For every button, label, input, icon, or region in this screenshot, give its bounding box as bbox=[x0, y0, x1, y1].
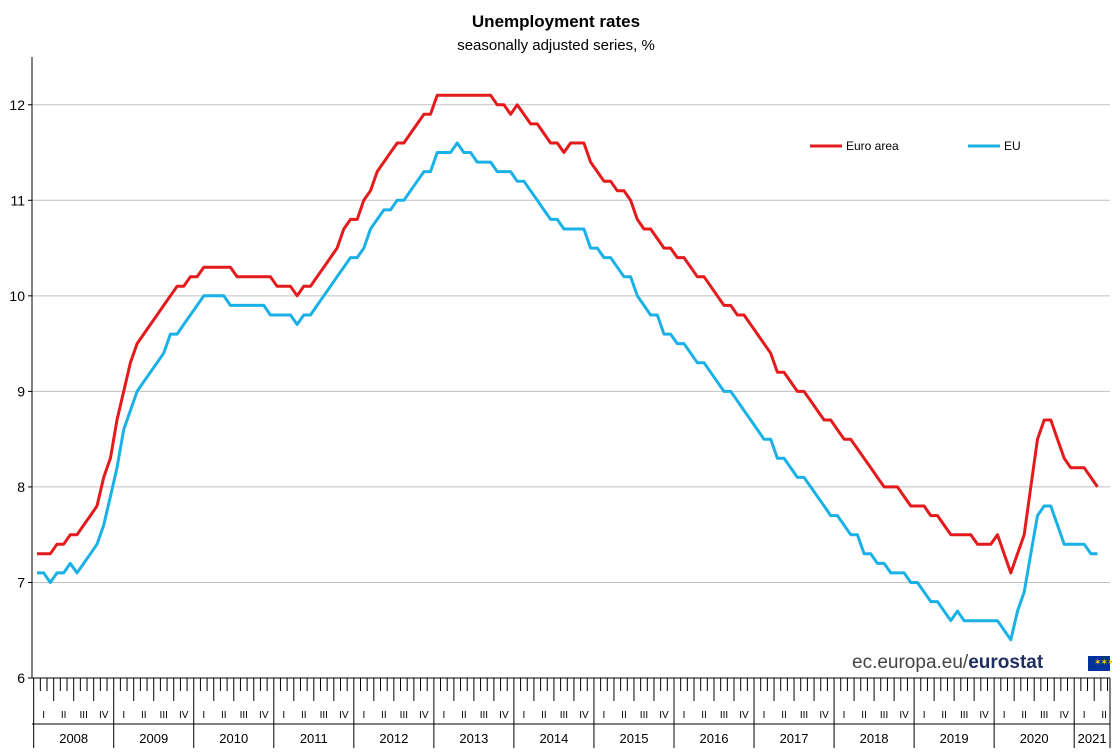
quarter-label: II bbox=[701, 710, 707, 721]
source-brand: eurostat bbox=[968, 652, 1044, 673]
y-axis: 6 7 8 9 10 11 12 bbox=[9, 57, 33, 686]
quarter-label: III bbox=[240, 710, 248, 721]
quarter-label: IV bbox=[739, 710, 749, 721]
quarter-label: III bbox=[160, 710, 168, 721]
quarter-label: III bbox=[560, 710, 568, 721]
quarter-label: I bbox=[1003, 710, 1006, 721]
series-lines bbox=[37, 93, 1099, 642]
quarter-label: IV bbox=[179, 710, 189, 721]
series-line-eu bbox=[37, 141, 1098, 642]
quarter-label: II bbox=[141, 710, 147, 721]
quarter-label: IV bbox=[499, 710, 509, 721]
quarter-label: IV bbox=[1059, 710, 1069, 721]
y-tick-label: 8 bbox=[17, 479, 25, 495]
quarter-label: IV bbox=[339, 710, 349, 721]
eu-flag-icon: ✶✶✶ bbox=[1088, 656, 1112, 671]
quarter-label: I bbox=[1083, 710, 1086, 721]
y-tick-label: 11 bbox=[10, 192, 25, 208]
quarter-label: III bbox=[1040, 710, 1048, 721]
quarter-label: II bbox=[941, 710, 947, 721]
quarter-label: II bbox=[781, 710, 787, 721]
quarter-label: I bbox=[683, 710, 686, 721]
y-tick-label: 10 bbox=[9, 288, 25, 304]
quarter-label: II bbox=[861, 710, 867, 721]
quarter-label: II bbox=[621, 710, 627, 721]
quarter-label: III bbox=[880, 710, 888, 721]
quarter-label: II bbox=[221, 710, 227, 721]
quarter-label: IV bbox=[99, 710, 109, 721]
quarter-label: II bbox=[461, 710, 467, 721]
quarter-label: IV bbox=[899, 710, 909, 721]
quarter-label: I bbox=[763, 710, 766, 721]
year-label: 2018 bbox=[860, 731, 889, 746]
chart-title: Unemployment rates bbox=[471, 12, 641, 31]
year-label: 2021 bbox=[1078, 731, 1107, 746]
quarter-label: II bbox=[541, 710, 547, 721]
quarter-label: I bbox=[843, 710, 846, 721]
year-label: 2011 bbox=[300, 731, 328, 746]
y-tick-label: 9 bbox=[17, 383, 25, 399]
year-label: 2016 bbox=[700, 731, 729, 746]
quarter-label: II bbox=[301, 710, 307, 721]
quarter-label: IV bbox=[579, 710, 589, 721]
quarter-label: IV bbox=[259, 710, 269, 721]
year-label: 2009 bbox=[139, 731, 168, 746]
quarter-label: III bbox=[480, 710, 488, 721]
year-label: 2019 bbox=[940, 731, 969, 746]
quarter-label: I bbox=[42, 710, 45, 721]
year-label: 2012 bbox=[379, 731, 408, 746]
gridlines bbox=[32, 104, 1110, 583]
quarter-label: II bbox=[1101, 710, 1107, 721]
quarter-label: II bbox=[1021, 710, 1027, 721]
quarter-label: I bbox=[442, 710, 445, 721]
quarter-label: I bbox=[282, 710, 285, 721]
source-credit: ec.europa.eu/eurostat bbox=[852, 652, 1043, 674]
quarter-label: III bbox=[320, 710, 328, 721]
year-label: 2010 bbox=[219, 731, 248, 746]
quarter-label: II bbox=[61, 710, 67, 721]
quarter-label: II bbox=[381, 710, 387, 721]
quarter-label: III bbox=[720, 710, 728, 721]
quarter-label: I bbox=[523, 710, 526, 721]
chart-subtitle: seasonally adjusted series, % bbox=[457, 37, 655, 54]
quarter-label: I bbox=[202, 710, 205, 721]
quarter-label: III bbox=[400, 710, 408, 721]
year-label: 2020 bbox=[1020, 731, 1049, 746]
quarter-label: III bbox=[800, 710, 808, 721]
quarter-label: III bbox=[80, 710, 88, 721]
quarter-label: IV bbox=[659, 710, 669, 721]
year-label: 2014 bbox=[539, 731, 568, 746]
quarter-label: I bbox=[923, 710, 926, 721]
quarter-label: IV bbox=[819, 710, 829, 721]
quarter-label: I bbox=[362, 710, 365, 721]
legend: Euro area EU bbox=[810, 139, 1021, 153]
quarter-label: IV bbox=[979, 710, 989, 721]
y-tick-label: 12 bbox=[9, 97, 25, 113]
quarter-label: I bbox=[603, 710, 606, 721]
legend-label: Euro area bbox=[846, 139, 899, 153]
year-label: 2013 bbox=[459, 731, 488, 746]
quarter-label: I bbox=[122, 710, 125, 721]
quarter-label: III bbox=[640, 710, 648, 721]
year-label: 2017 bbox=[780, 731, 809, 746]
source-prefix: ec.europa.eu/ bbox=[852, 652, 969, 673]
quarter-label: III bbox=[960, 710, 968, 721]
quarter-label: IV bbox=[419, 710, 429, 721]
year-label: 2008 bbox=[59, 731, 88, 746]
y-tick-label: 7 bbox=[17, 574, 25, 590]
year-label: 2015 bbox=[620, 731, 649, 746]
y-tick-label: 6 bbox=[17, 670, 25, 686]
series-line-euro-area bbox=[37, 93, 1099, 575]
legend-label: EU bbox=[1004, 139, 1021, 153]
